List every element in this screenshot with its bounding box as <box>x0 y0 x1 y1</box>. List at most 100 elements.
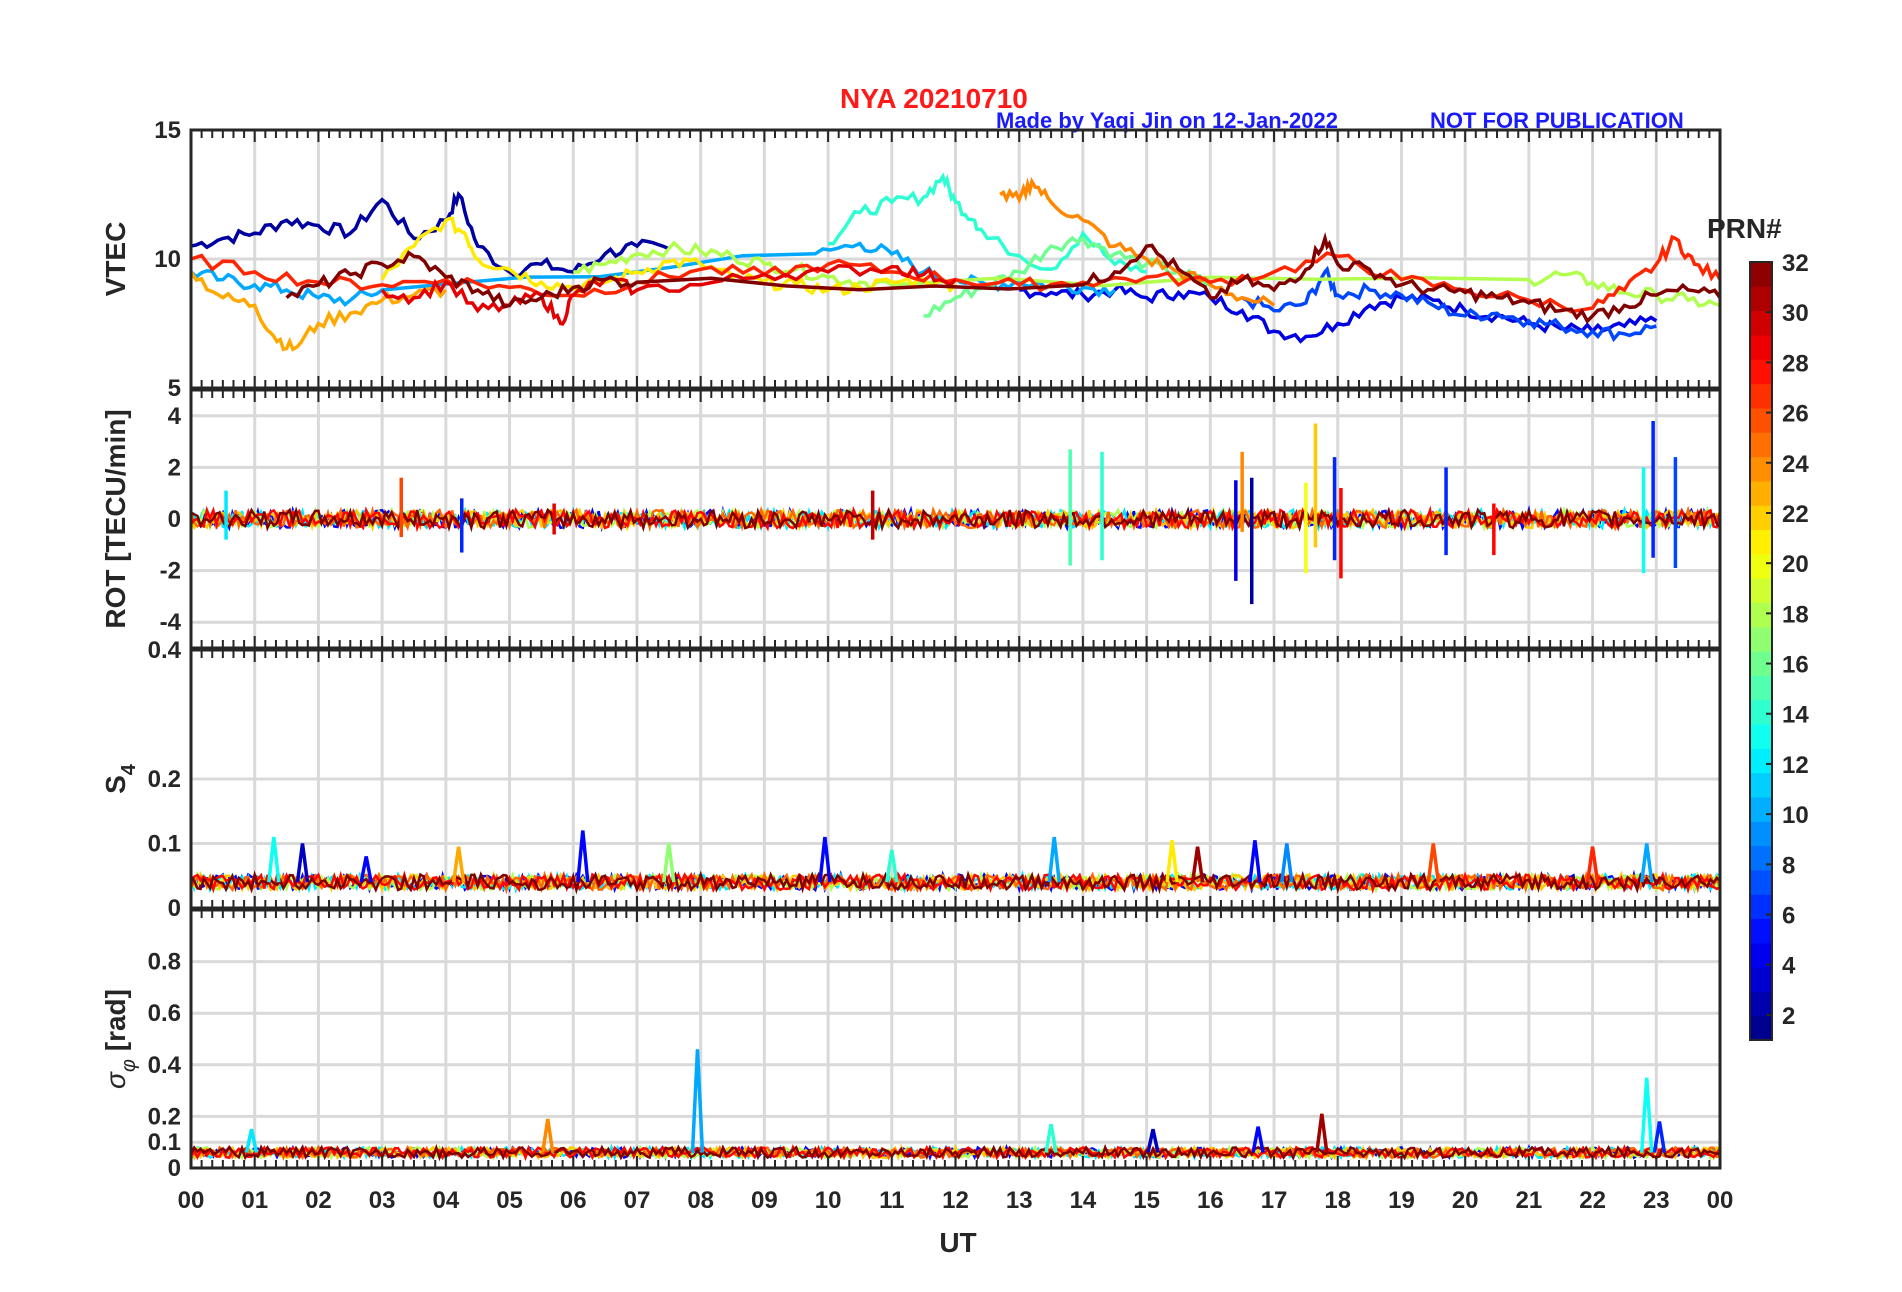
y-tick-label: 0 <box>168 895 181 922</box>
colorbar-tick-label: 24 <box>1782 451 1809 478</box>
spike-prn-12 <box>244 1128 259 1153</box>
x-tick-label: 08 <box>687 1187 714 1214</box>
spike-prn-5 <box>1251 1126 1265 1153</box>
colorbar-frame <box>1749 261 1773 1041</box>
y-tick-label: -4 <box>160 609 182 636</box>
trace-prn-18 <box>190 870 1721 894</box>
colorbar-segment <box>1750 383 1772 409</box>
x-tick-label: 09 <box>751 1187 778 1214</box>
y-tick-label: -2 <box>160 558 181 585</box>
spike-prn-13 <box>1639 1077 1654 1153</box>
spike-prn-31 <box>1315 1113 1329 1153</box>
spike-prn-14 <box>1044 1123 1058 1153</box>
x-tick-label: 18 <box>1324 1187 1351 1214</box>
x-tick-label: 07 <box>624 1187 651 1214</box>
vtec-series-prn-24 <box>999 176 1276 307</box>
spike-prn-6 <box>1652 1121 1667 1153</box>
vtec-series-prn-29 <box>380 264 957 326</box>
vtec-series-prn-32 <box>285 232 1722 324</box>
spike-prn-3 <box>295 843 310 883</box>
vtec-series-prn-23 <box>189 270 448 352</box>
x-tick-label: 17 <box>1261 1187 1288 1214</box>
colorbar-segment <box>1750 772 1772 798</box>
panel-4: 0.8 0.6 0.4 0.20.10 σφ [rad] <box>100 908 1722 1182</box>
x-tick-label: 00 <box>178 1187 205 1214</box>
colorbar-segment <box>1750 967 1772 992</box>
colorbar-segment <box>1750 456 1772 482</box>
trace-prn-32 <box>189 870 1721 895</box>
vtec-series-prn-21 <box>380 216 957 297</box>
vtec-series-prn-7 <box>1241 265 1657 343</box>
colorbar-tick-label: 16 <box>1782 652 1809 679</box>
vtec-series-prn-14 <box>828 172 1147 274</box>
colorbar-segment <box>1750 869 1772 895</box>
vtec-series-prn-18 <box>573 240 1721 308</box>
colorbar-segment <box>1750 626 1772 652</box>
colorbar-label: PRN# <box>1707 213 1782 244</box>
y-tick-label: 0 <box>168 1155 181 1182</box>
x-tick-label: 15 <box>1133 1187 1160 1214</box>
x-tick-label: 19 <box>1388 1187 1415 1214</box>
colorbar-segment <box>1750 529 1772 555</box>
y-tick-label: 0.1 <box>148 1129 181 1156</box>
colorbar-segment <box>1750 359 1772 385</box>
spike-prn-31 <box>1190 846 1205 883</box>
y-tick-label: 0.1 <box>148 831 181 858</box>
colorbar-segment <box>1750 432 1772 458</box>
colorbar-tick-label: 4 <box>1782 953 1796 980</box>
figure-title: NYA 20210710 <box>840 83 1028 114</box>
x-tick-label: 10 <box>815 1187 842 1214</box>
y-tick-label: 15 <box>154 117 181 144</box>
x-tick-label: 02 <box>305 1187 332 1214</box>
spike-prn-5 <box>576 830 590 883</box>
colorbar-segment <box>1750 991 1772 1017</box>
spike-prn-5 <box>1248 840 1262 883</box>
panel-3: 0.4 0.2 0.1 0 S4 <box>100 637 1722 922</box>
colorbar-segment <box>1750 918 1772 944</box>
x-tick-label: 12 <box>942 1187 969 1214</box>
colorbar-segment <box>1750 1015 1772 1041</box>
colorbar-segment <box>1750 821 1772 847</box>
x-tick-label: 22 <box>1579 1187 1606 1214</box>
colorbar-segment <box>1750 262 1772 287</box>
spike-prn-24 <box>541 1118 555 1153</box>
x-tick-label: 13 <box>1006 1187 1033 1214</box>
colorbar-segment <box>1750 578 1772 603</box>
x-tick-label: 06 <box>560 1187 587 1214</box>
spike-prn-10 <box>690 1049 705 1153</box>
spike-prn-17 <box>662 843 676 883</box>
colorbar-segment <box>1750 748 1772 774</box>
x-tick-label: 01 <box>241 1187 268 1214</box>
x-tick-label: 11 <box>879 1187 904 1214</box>
y-tick-label: 0.2 <box>148 1103 181 1130</box>
trace-prn-25 <box>189 505 1722 532</box>
colorbar-segment <box>1750 894 1772 920</box>
y-axis-label: S4 <box>100 763 140 794</box>
colorbar-tick-label: 20 <box>1782 551 1809 578</box>
x-axis: UT 00 01 02 03 04 05 06 07 08 09 10 11 12 13 14 15 16 17 1… <box>178 1187 1734 1258</box>
spike-prn-14 <box>885 849 899 883</box>
y-tick-label: 4 <box>168 403 182 430</box>
spike-prn-13 <box>267 836 281 883</box>
y-tick-label: 0.8 <box>148 949 181 976</box>
spike-prn-27 <box>1585 846 1600 883</box>
colorbar-tick-label: 28 <box>1782 350 1809 377</box>
x-tick-label: 21 <box>1516 1187 1543 1214</box>
x-tick-label: 14 <box>1070 1187 1097 1214</box>
colorbar-tick-label: 12 <box>1782 752 1809 779</box>
y-tick-label: 10 <box>154 246 181 273</box>
colorbar-segment <box>1750 505 1772 531</box>
colorbar-tick-label: 8 <box>1782 852 1795 879</box>
x-tick-label: 00 <box>1707 1187 1734 1214</box>
figure-header: NYA 20210710 Made by Yaqi Jin on 12-Jan-… <box>840 83 1684 133</box>
y-axis-label: VTEC <box>100 222 131 297</box>
panel-1: 15 10 5 VTEC <box>100 117 1722 402</box>
x-tick-label: 03 <box>369 1187 396 1214</box>
panel-2: 4 2 0 -2 -4 ROT [TECU/min] <box>100 388 1722 650</box>
colorbar-segment <box>1750 334 1772 360</box>
vtec-series-prn-27 <box>190 234 1722 314</box>
spike-prn-3 <box>1146 1128 1160 1153</box>
spike-prn-9 <box>1280 843 1294 883</box>
x-tick-label: 16 <box>1197 1187 1224 1214</box>
